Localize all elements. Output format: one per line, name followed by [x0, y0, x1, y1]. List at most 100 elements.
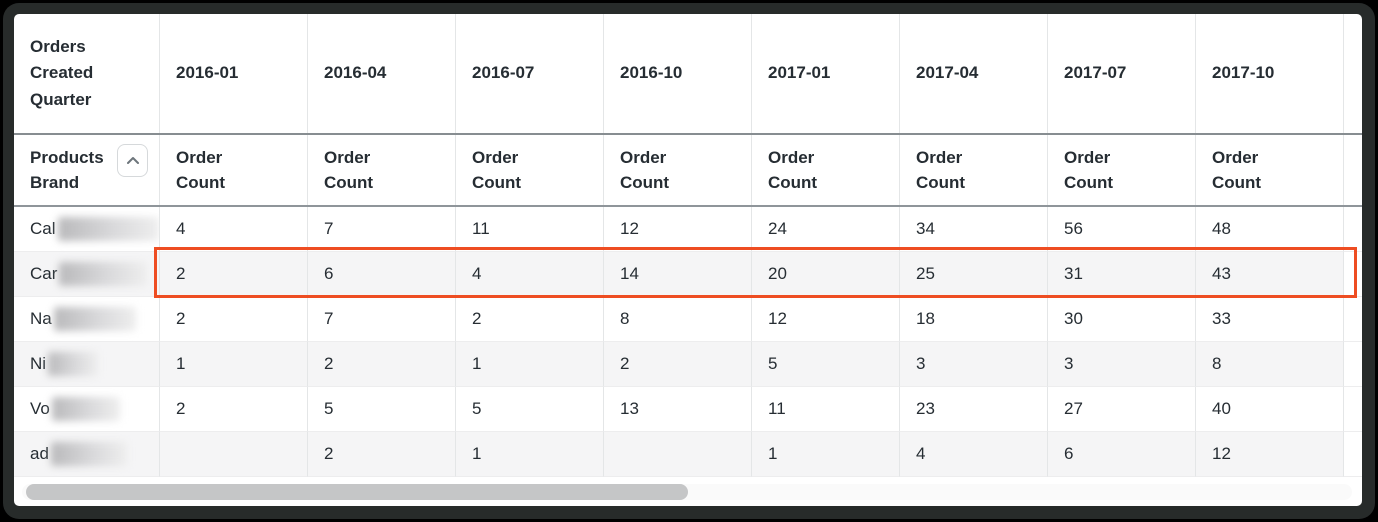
order-count-cell-2016-10[interactable]: 8: [604, 297, 752, 342]
order-count-cell-2016-01[interactable]: 2: [160, 297, 308, 342]
brand-label-prefix: Car: [30, 264, 58, 283]
horizontal-scrollbar[interactable]: [22, 484, 1352, 500]
order-count-cell-2017-04[interactable]: 25: [900, 252, 1048, 297]
redacted-label-blur: [50, 442, 127, 466]
quarter-header-2017-01[interactable]: 2017-01: [752, 14, 900, 133]
order-count-cell-2016-10[interactable]: 14: [604, 252, 752, 297]
order-count-cell-2017-04[interactable]: 4: [900, 432, 1048, 477]
measure-header-2016-07[interactable]: Order Count: [456, 135, 604, 205]
quarter-header-2017-07[interactable]: 2017-07: [1048, 14, 1196, 133]
measure-header-2016-01[interactable]: Order Count: [160, 135, 308, 205]
order-count-cell-2016-07[interactable]: 5: [456, 387, 604, 432]
quarter-header-2016-07[interactable]: 2016-07: [456, 14, 604, 133]
table-row-highlighted: Car 2 6 4 14 20 25 31 43: [14, 252, 1362, 297]
order-count-cell-2016-01[interactable]: [160, 432, 308, 477]
brand-label-cell[interactable]: Cal: [14, 207, 160, 252]
order-count-cell-2017-01[interactable]: 5: [752, 342, 900, 387]
order-count-cell-2017-10[interactable]: 8: [1196, 342, 1344, 387]
brand-label-cell[interactable]: Na: [14, 297, 160, 342]
quarter-header-2017-10[interactable]: 2017-10: [1196, 14, 1344, 133]
order-count-cell-2016-10[interactable]: 2: [604, 342, 752, 387]
measure-header-label: Order Count: [324, 147, 374, 193]
order-count-cell-2016-10[interactable]: 13: [604, 387, 752, 432]
order-count-cell-2017-07[interactable]: 30: [1048, 297, 1196, 342]
order-count-cell-2017-07[interactable]: 31: [1048, 252, 1196, 297]
order-count-cell-2017-01[interactable]: 20: [752, 252, 900, 297]
quarter-header-2016-01[interactable]: 2016-01: [160, 14, 308, 133]
order-count-cell-2017-10[interactable]: 33: [1196, 297, 1344, 342]
table-row: Na 2 7 2 8 12 18 30 33: [14, 297, 1362, 342]
order-count-cell-2017-04[interactable]: 23: [900, 387, 1048, 432]
table-row: ad 2 1 1 4 6 12: [14, 432, 1362, 477]
brand-label-cell[interactable]: ad: [14, 432, 160, 477]
order-count-cell-2017-04[interactable]: 3: [900, 342, 1048, 387]
clipped-column: [1344, 342, 1362, 387]
order-count-cell-2016-04[interactable]: 7: [308, 207, 456, 252]
order-count-cell-2017-01[interactable]: 1: [752, 432, 900, 477]
measure-header-2016-10[interactable]: Order Count: [604, 135, 752, 205]
order-count-cell-2017-01[interactable]: 12: [752, 297, 900, 342]
order-count-cell-2016-07[interactable]: 4: [456, 252, 604, 297]
table-row: Cal 4 7 11 12 24 34 56 48: [14, 207, 1362, 252]
brand-label-cell[interactable]: Ni: [14, 342, 160, 387]
measure-header-label: Order Count: [472, 147, 522, 193]
order-count-cell-2016-01[interactable]: 2: [160, 252, 308, 297]
clipped-column: [1344, 135, 1362, 205]
table-visualization-panel: Orders Created Quarter 2016-01 2016-04 201…: [14, 14, 1362, 506]
order-count-cell-2017-07[interactable]: 56: [1048, 207, 1196, 252]
order-count-cell-2016-07[interactable]: 2: [456, 297, 604, 342]
corner-header-label: Orders Created Quarter: [30, 36, 94, 109]
measure-header-label: Order Count: [768, 147, 818, 193]
table-row: Vo 2 5 5 13 11 23 27 40: [14, 387, 1362, 432]
order-count-cell-2016-04[interactable]: 5: [308, 387, 456, 432]
redacted-label-blur: [51, 397, 120, 421]
order-count-cell-2016-10[interactable]: [604, 432, 752, 477]
measure-header-label: Order Count: [176, 147, 226, 193]
redacted-label-blur: [53, 307, 136, 331]
order-count-cell-2017-01[interactable]: 24: [752, 207, 900, 252]
order-count-cell-2016-01[interactable]: 4: [160, 207, 308, 252]
row-dimension-label[interactable]: Products Brand: [30, 147, 104, 193]
order-count-cell-2017-04[interactable]: 18: [900, 297, 1048, 342]
order-count-cell-2017-01[interactable]: 11: [752, 387, 900, 432]
order-count-cell-2017-10[interactable]: 48: [1196, 207, 1344, 252]
collapse-header-button[interactable]: [117, 144, 148, 177]
order-count-cell-2016-01[interactable]: 2: [160, 387, 308, 432]
clipped-column: [1344, 14, 1362, 133]
order-count-cell-2016-04[interactable]: 6: [308, 252, 456, 297]
quarter-header-2016-10[interactable]: 2016-10: [604, 14, 752, 133]
order-count-cell-2016-10[interactable]: 12: [604, 207, 752, 252]
measure-header-row: Products Brand Order Count Order Count Ord…: [14, 135, 1362, 207]
order-count-cell-2017-07[interactable]: 3: [1048, 342, 1196, 387]
order-count-cell-2016-01[interactable]: 1: [160, 342, 308, 387]
order-count-cell-2017-10[interactable]: 12: [1196, 432, 1344, 477]
measure-header-label: Order Count: [1064, 147, 1114, 193]
quarter-header-2016-04[interactable]: 2016-04: [308, 14, 456, 133]
table-row: Ni 1 2 1 2 5 3 3 8: [14, 342, 1362, 387]
measure-header-2017-10[interactable]: Order Count: [1196, 135, 1344, 205]
measure-header-label: Order Count: [620, 147, 670, 193]
horizontal-scrollbar-thumb[interactable]: [26, 484, 688, 500]
brand-label-prefix: ad: [30, 444, 49, 463]
measure-header-2017-07[interactable]: Order Count: [1048, 135, 1196, 205]
measure-header-2017-01[interactable]: Order Count: [752, 135, 900, 205]
order-count-cell-2017-10[interactable]: 43: [1196, 252, 1344, 297]
measure-header-2016-04[interactable]: Order Count: [308, 135, 456, 205]
measure-header-2017-04[interactable]: Order Count: [900, 135, 1048, 205]
order-count-cell-2017-07[interactable]: 6: [1048, 432, 1196, 477]
row-dimension-header-cell: Products Brand: [14, 135, 160, 205]
order-count-cell-2017-10[interactable]: 40: [1196, 387, 1344, 432]
quarter-header-2017-04[interactable]: 2017-04: [900, 14, 1048, 133]
order-count-cell-2016-07[interactable]: 1: [456, 432, 604, 477]
order-count-cell-2016-07[interactable]: 11: [456, 207, 604, 252]
order-count-cell-2017-07[interactable]: 27: [1048, 387, 1196, 432]
order-count-cell-2016-04[interactable]: 2: [308, 432, 456, 477]
brand-label-prefix: Ni: [30, 354, 47, 373]
redacted-label-blur: [57, 217, 159, 241]
brand-label-cell[interactable]: Car: [14, 252, 160, 297]
order-count-cell-2016-04[interactable]: 2: [308, 342, 456, 387]
order-count-cell-2016-07[interactable]: 1: [456, 342, 604, 387]
order-count-cell-2017-04[interactable]: 34: [900, 207, 1048, 252]
brand-label-cell[interactable]: Vo: [14, 387, 160, 432]
order-count-cell-2016-04[interactable]: 7: [308, 297, 456, 342]
